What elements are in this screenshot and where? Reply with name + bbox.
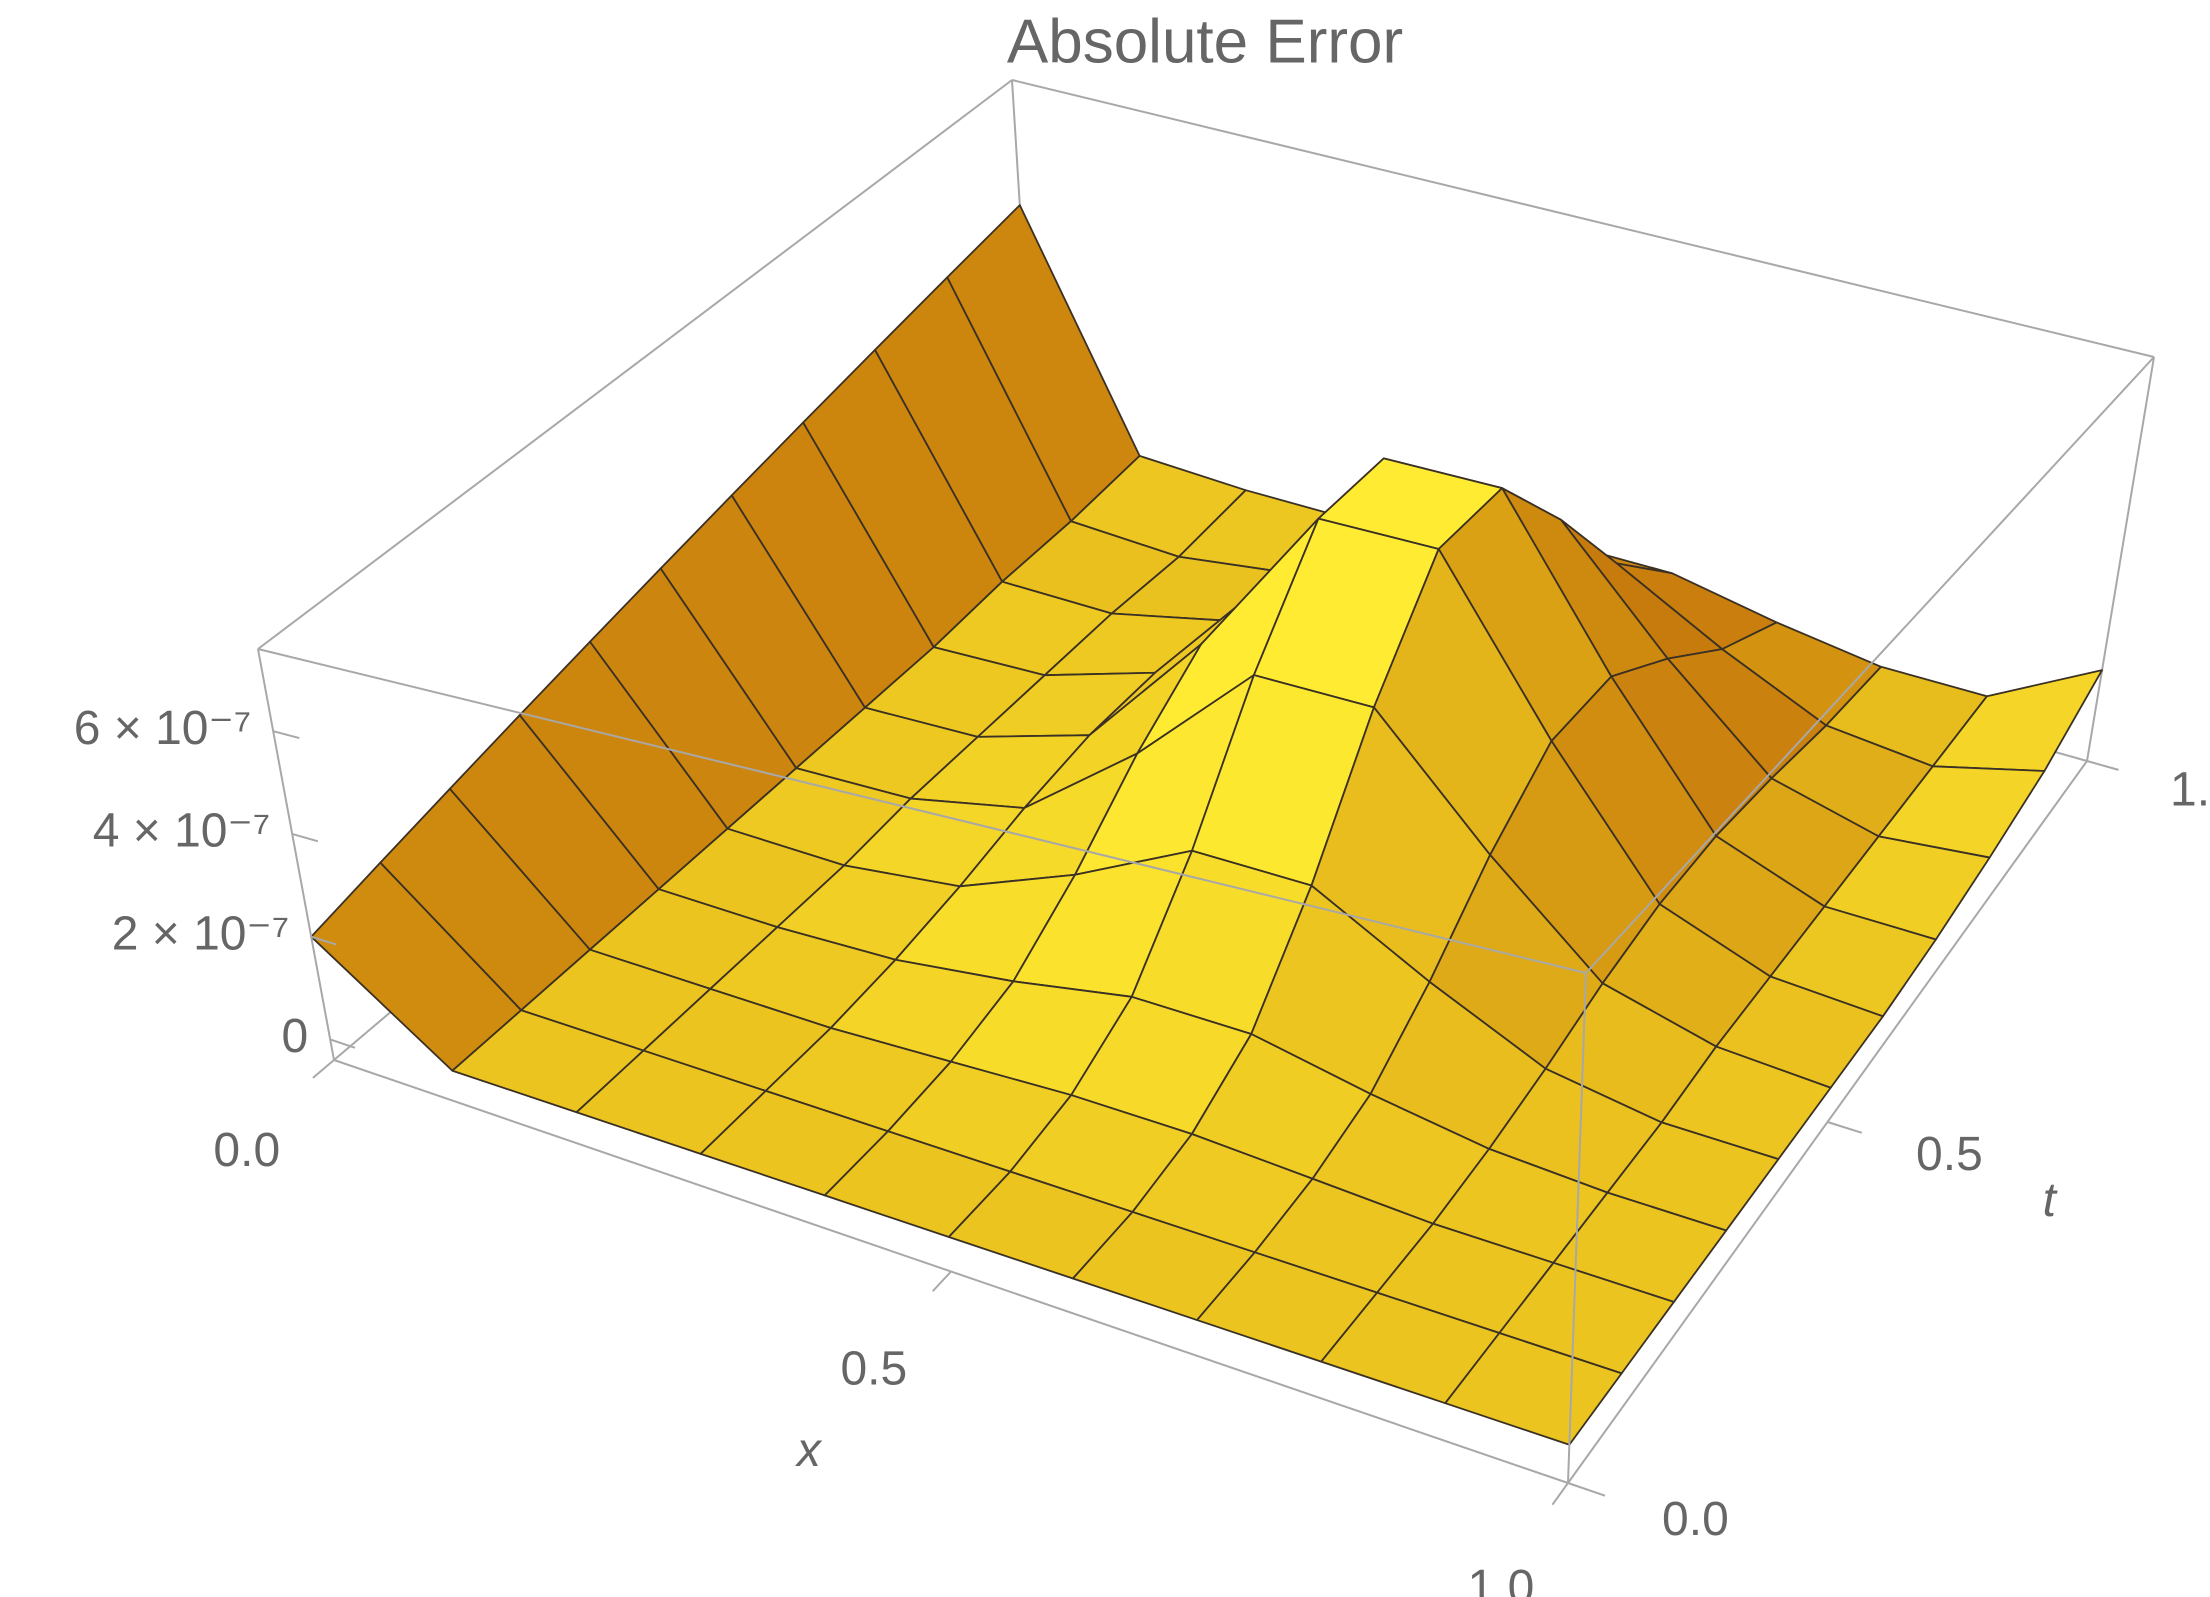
z-tick [310, 935, 337, 946]
y-tick-label: 0.0 [1662, 1493, 1729, 1546]
y-tick [1827, 1121, 1863, 1134]
y-tick [2086, 760, 2119, 771]
x-tick-label: 0.0 [213, 1124, 280, 1177]
z-tick [329, 1038, 356, 1049]
x-tick-label: 1.0 [1468, 1561, 1535, 1597]
box-edge [257, 648, 335, 1061]
surface-patch [1444, 1332, 1623, 1446]
z-tick-label: 0 [281, 1010, 308, 1063]
x-tick-label: 0.5 [840, 1343, 907, 1396]
x-tick [1551, 1482, 1569, 1506]
box-edge [257, 648, 1587, 974]
z-tick [272, 730, 300, 740]
x-tick [312, 1059, 335, 1079]
box-edge [257, 79, 1013, 650]
z-tick-label: 4 × 10⁻⁷ [93, 805, 271, 858]
box-edge [1567, 972, 1587, 1484]
z-tick [291, 832, 319, 843]
box-edge [2086, 356, 2155, 762]
y-axis-label: t [2043, 1174, 2058, 1227]
chart-title: Absolute Error [1007, 7, 1403, 76]
y-tick-label: 1.0 [2170, 763, 2210, 816]
z-tick-label: 6 × 10⁻⁷ [74, 702, 252, 755]
y-tick-label: 0.5 [1916, 1128, 1983, 1181]
x-axis-label: x [795, 1424, 823, 1477]
y-tick [1567, 1482, 1606, 1497]
z-tick-label: 2 × 10⁻⁷ [112, 907, 290, 960]
x-tick [931, 1270, 952, 1292]
box-edge [1011, 79, 2155, 358]
box-edge [1585, 356, 2155, 974]
